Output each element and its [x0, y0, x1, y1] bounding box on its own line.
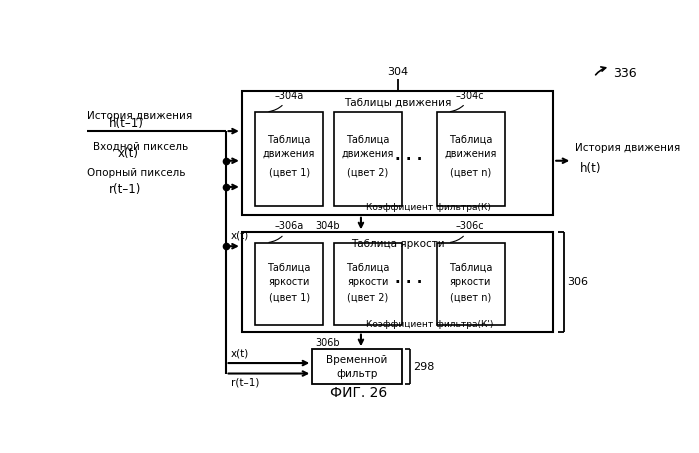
Text: Коэффициент фильтра(К'): Коэффициент фильтра(К') [366, 320, 493, 329]
Text: движения: движения [445, 149, 497, 159]
Text: История движения: История движения [575, 143, 680, 153]
Text: (цвет 1): (цвет 1) [268, 293, 310, 303]
Bar [255, 243, 323, 325]
Text: яркости: яркости [450, 277, 491, 287]
Text: x(t): x(t) [231, 231, 249, 241]
Text: Таблица: Таблица [268, 263, 311, 273]
Text: h(t): h(t) [580, 163, 602, 175]
Text: Таблица: Таблица [346, 263, 389, 273]
Text: 306b: 306b [315, 338, 340, 348]
Text: (цвет 2): (цвет 2) [347, 293, 389, 303]
Bar [255, 112, 323, 206]
Text: фильтр: фильтр [336, 369, 377, 379]
Bar [437, 112, 505, 206]
Text: ФИГ. 26: ФИГ. 26 [330, 386, 387, 400]
Text: (цвет 2): (цвет 2) [347, 168, 389, 178]
Text: яркости: яркости [268, 277, 310, 287]
Bar [437, 243, 505, 325]
Bar [242, 91, 554, 215]
Text: Таблица яркости: Таблица яркости [351, 239, 445, 249]
Bar [334, 243, 401, 325]
Bar [334, 112, 401, 206]
Text: Таблица: Таблица [449, 263, 492, 273]
Text: –304a: –304a [269, 91, 303, 111]
Bar [242, 232, 554, 332]
Text: –306a: –306a [269, 222, 303, 242]
Text: (цвет n): (цвет n) [450, 168, 491, 178]
Text: r(t–1): r(t–1) [109, 183, 141, 196]
Text: Таблица: Таблица [268, 135, 311, 145]
Text: Входной пиксель: Входной пиксель [93, 142, 188, 152]
Text: x(t): x(t) [231, 349, 249, 359]
Text: 306: 306 [567, 277, 588, 287]
Text: Коэффициент фильтра(К): Коэффициент фильтра(К) [366, 203, 491, 212]
Text: (цвет n): (цвет n) [450, 293, 491, 303]
Text: –306c: –306c [450, 222, 484, 242]
Text: · · ·: · · · [396, 151, 423, 167]
Text: h(t–1): h(t–1) [109, 117, 144, 130]
Text: движения: движения [263, 149, 315, 159]
Text: 298: 298 [414, 361, 435, 371]
Text: 304: 304 [387, 67, 408, 77]
Text: Таблица: Таблица [449, 135, 492, 145]
Text: 336: 336 [613, 67, 637, 80]
Text: r(t–1): r(t–1) [231, 377, 259, 387]
Text: –304c: –304c [450, 91, 484, 111]
Text: яркости: яркости [347, 277, 389, 287]
Text: x(t): x(t) [117, 147, 138, 160]
Text: Опорный пиксель: Опорный пиксель [87, 168, 186, 178]
Text: История движения: История движения [87, 111, 193, 121]
Text: Временной: Временной [326, 355, 387, 365]
Bar [312, 349, 401, 384]
Text: Таблицы движения: Таблицы движения [344, 97, 451, 107]
Text: движения: движения [342, 149, 394, 159]
Text: 304b: 304b [315, 221, 340, 231]
Text: Таблица: Таблица [346, 135, 389, 145]
Text: (цвет 1): (цвет 1) [268, 168, 310, 178]
Text: · · ·: · · · [396, 275, 423, 290]
